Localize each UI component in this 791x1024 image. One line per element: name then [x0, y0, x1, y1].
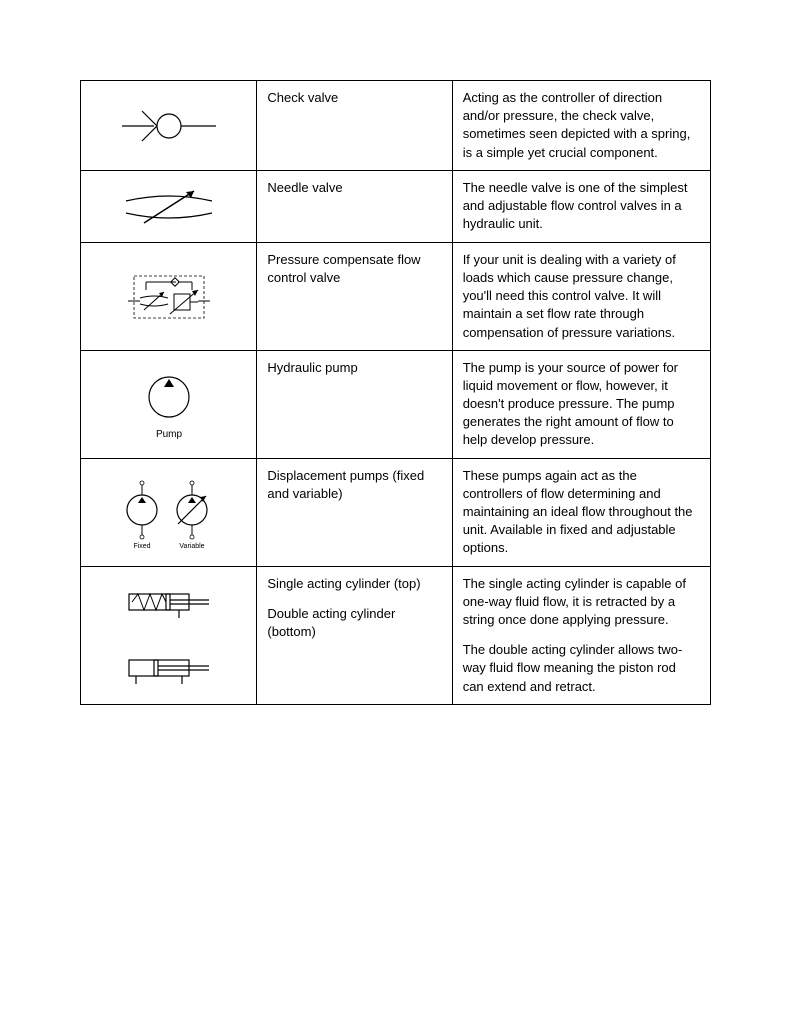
name-cell: Displacement pumps (fixed and variable) — [257, 458, 452, 566]
component-name: Pressure compensate flow control valve — [267, 252, 420, 285]
component-name: Hydraulic pump — [267, 360, 357, 375]
hydraulic-symbols-table: Check valve Acting as the controller of … — [80, 80, 711, 705]
pump-label: Pump — [156, 429, 183, 440]
displacement-pumps-icon: Fixed Variable — [104, 472, 234, 552]
symbol-cell — [81, 170, 257, 242]
symbol-cell: Fixed Variable — [81, 458, 257, 566]
desc-cell: If your unit is dealing with a variety o… — [452, 242, 710, 350]
double-acting-cylinder-icon — [114, 650, 224, 686]
hydraulic-pump-icon: Pump — [114, 359, 224, 449]
desc-cell: These pumps again act as the controllers… — [452, 458, 710, 566]
component-name: Displacement pumps (fixed and variable) — [267, 468, 424, 501]
table-row: Needle valve The needle valve is one of … — [81, 170, 711, 242]
component-description: The double acting cylinder allows two-wa… — [463, 641, 700, 696]
component-description: The single acting cylinder is capable of… — [463, 575, 700, 630]
desc-cell: The single acting cylinder is capable of… — [452, 566, 710, 704]
variable-label: Variable — [179, 543, 204, 550]
name-cell: Check valve — [257, 81, 452, 171]
name-cell: Pressure compensate flow control valve — [257, 242, 452, 350]
check-valve-icon — [114, 98, 224, 153]
desc-cell: The needle valve is one of the simplest … — [452, 170, 710, 242]
needle-valve-icon — [114, 179, 224, 234]
table-row: Pressure compensate flow control valve I… — [81, 242, 711, 350]
symbol-cell — [81, 242, 257, 350]
component-description: If your unit is dealing with a variety o… — [463, 252, 676, 340]
single-acting-cylinder-icon — [114, 584, 224, 620]
symbol-cell — [81, 566, 257, 704]
table-row: Fixed Variable Displacement pumps (fixed… — [81, 458, 711, 566]
component-description: These pumps again act as the controllers… — [463, 468, 693, 556]
symbol-cell — [81, 81, 257, 171]
name-cell: Single acting cylinder (top) Double acti… — [257, 566, 452, 704]
component-name: Double acting cylinder (bottom) — [267, 605, 441, 641]
table-row: Check valve Acting as the controller of … — [81, 81, 711, 171]
component-description: The pump is your source of power for liq… — [463, 360, 678, 448]
pressure-compensate-valve-icon — [114, 264, 224, 329]
component-name: Single acting cylinder (top) — [267, 575, 441, 593]
component-description: Acting as the controller of direction an… — [463, 90, 691, 160]
table-row: Pump Hydraulic pump The pump is your sou… — [81, 350, 711, 458]
desc-cell: The pump is your source of power for liq… — [452, 350, 710, 458]
name-cell: Hydraulic pump — [257, 350, 452, 458]
component-name: Needle valve — [267, 180, 342, 195]
table-row: Single acting cylinder (top) Double acti… — [81, 566, 711, 704]
desc-cell: Acting as the controller of direction an… — [452, 81, 710, 171]
fixed-label: Fixed — [133, 543, 150, 550]
name-cell: Needle valve — [257, 170, 452, 242]
symbol-cell: Pump — [81, 350, 257, 458]
component-description: The needle valve is one of the simplest … — [463, 180, 688, 231]
component-name: Check valve — [267, 90, 338, 105]
